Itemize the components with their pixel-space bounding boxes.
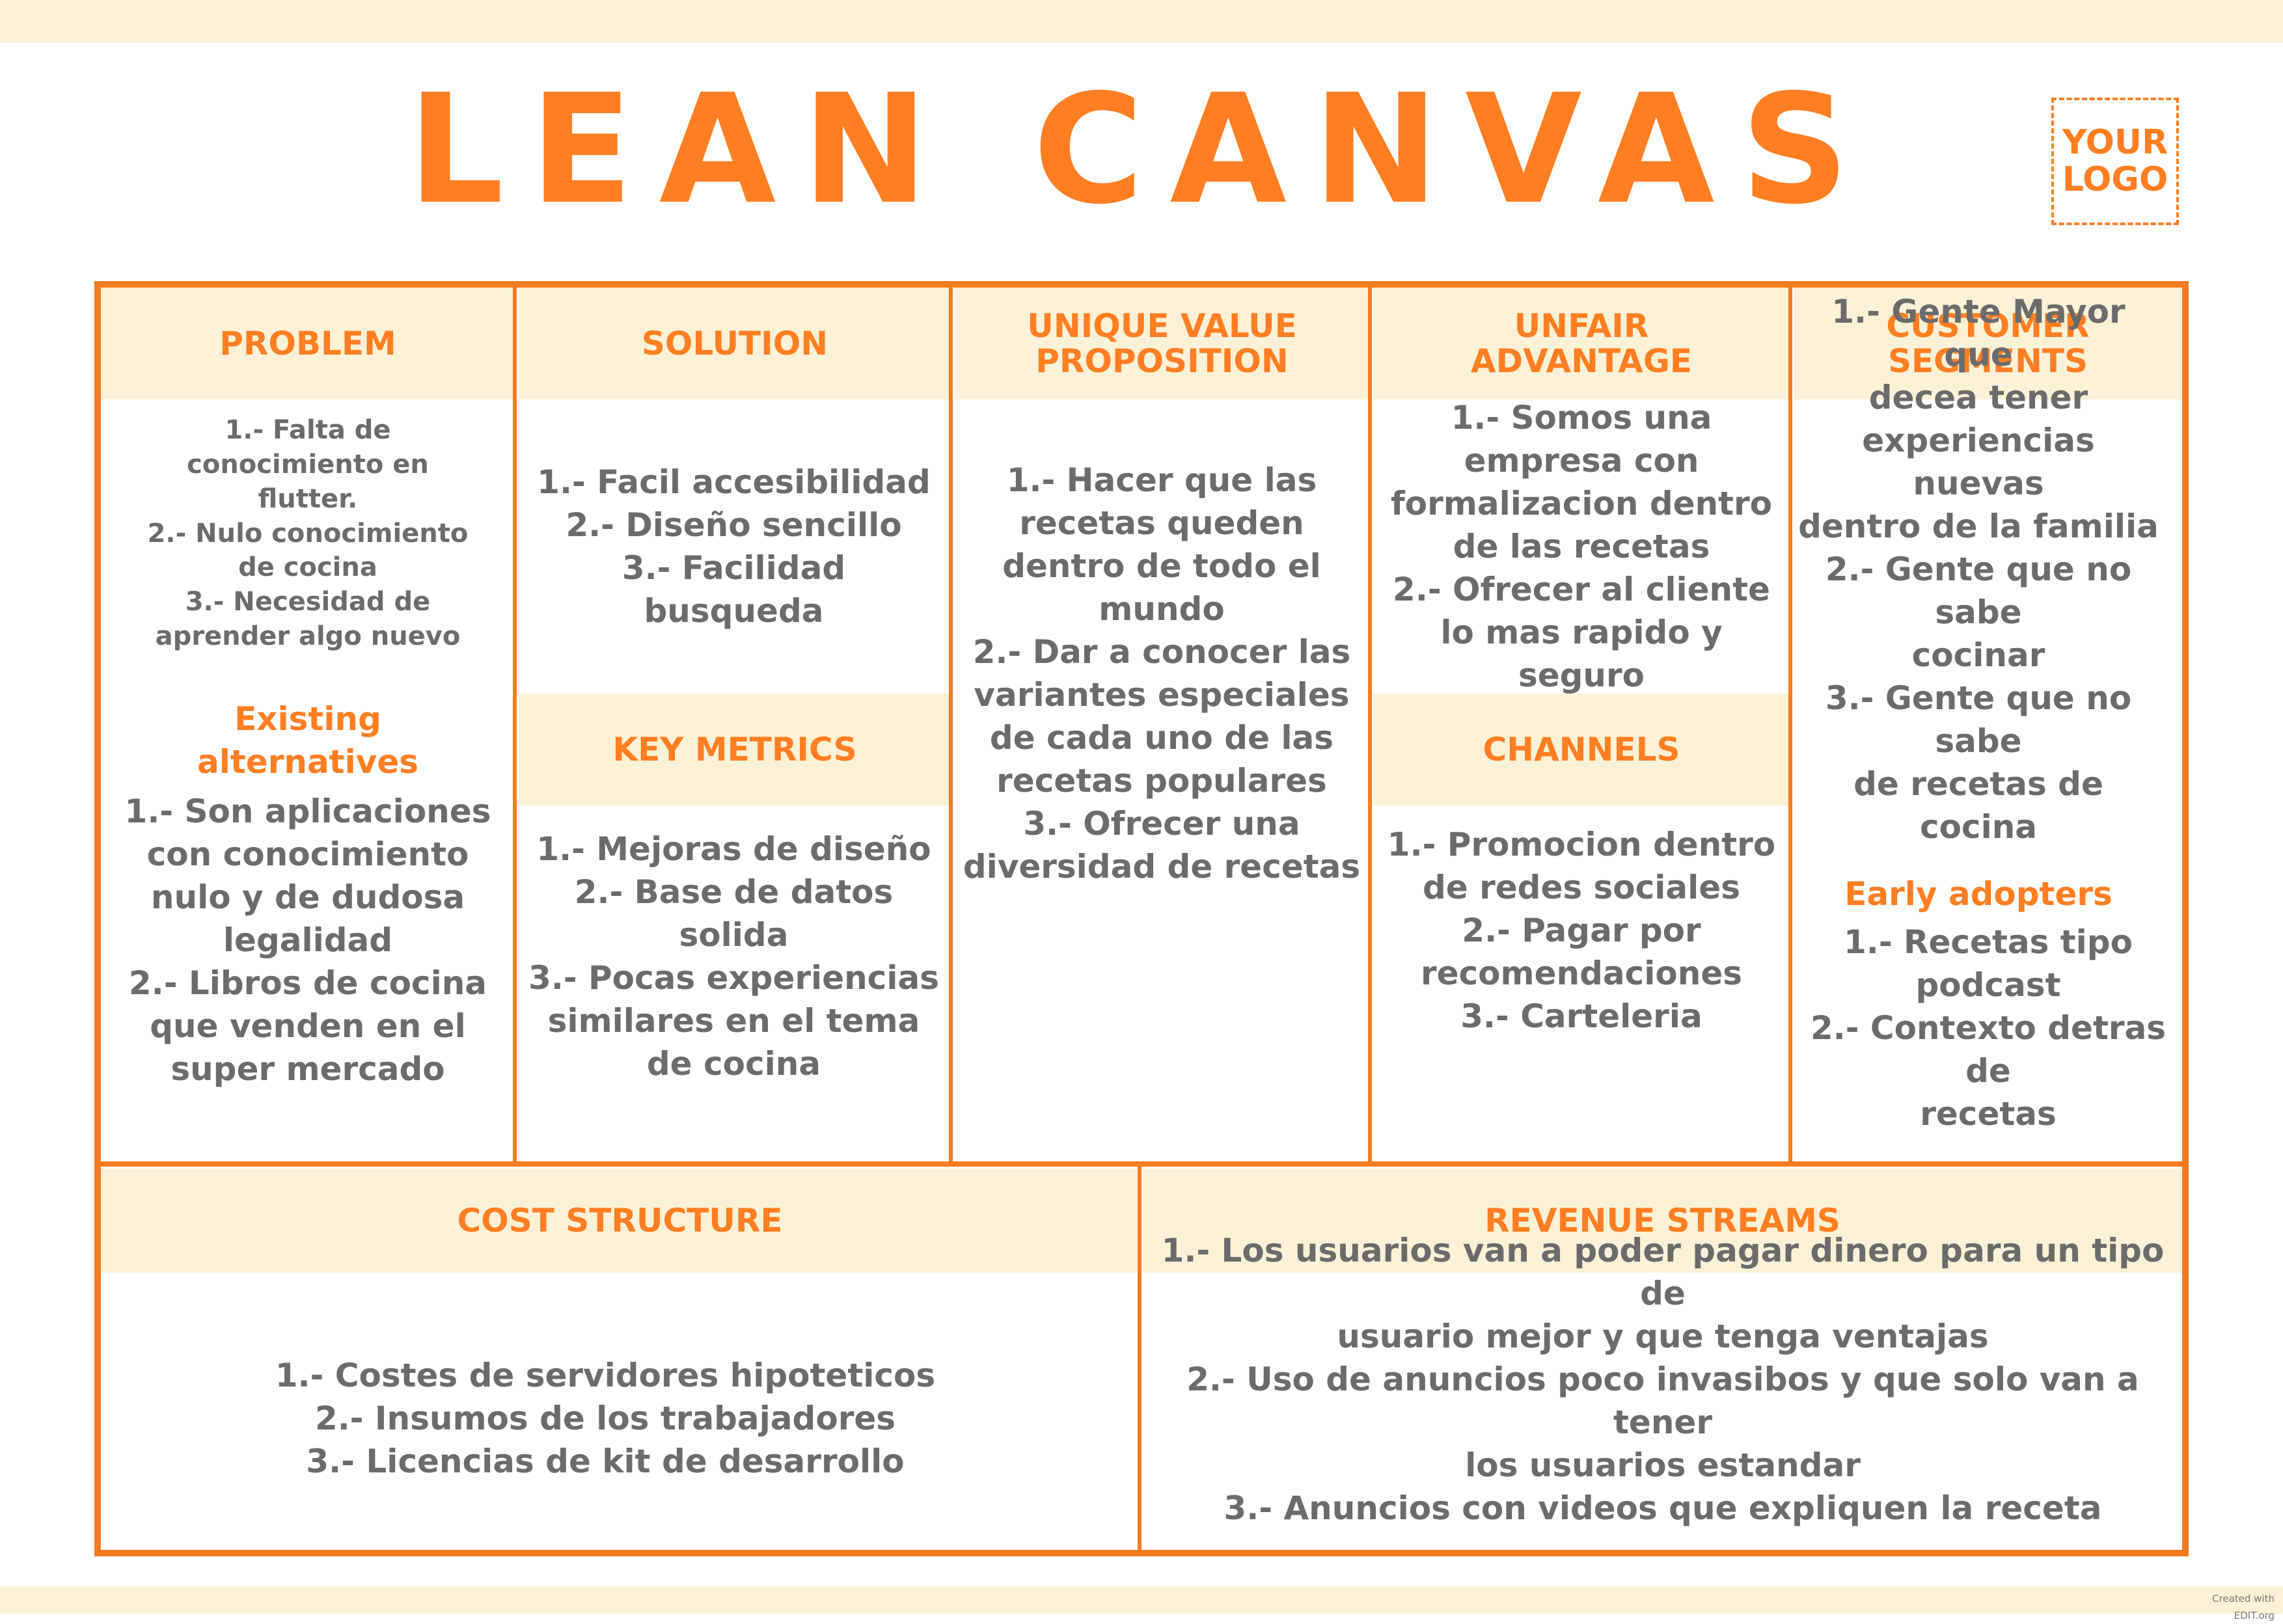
cost-structure-heading: COST STRUCTURE [101,1169,1139,1273]
top-band [0,0,2283,43]
divider-cost-revenue [1138,1165,1142,1550]
revenue-streams-heading: REVENUE STREAMS [1143,1169,2182,1273]
unfair-advantage-heading: UNFAIR ADVANTAGE [1373,288,1790,399]
early-adopters-heading: Early adopters [1844,875,2112,913]
existing-alternatives-list: 1.- Son aplicaciones con conocimiento nu… [124,792,491,1088]
divider-advantage-segments [1788,288,1792,1166]
credit-text: Created with EDIT.org [2212,1593,2275,1621]
unfair-advantage-list: 1.- Somos una empresa con formalizacion … [1390,399,1773,694]
divider-uvp-advantage [1368,288,1372,1166]
key-metrics-list: 1.- Mejoras de diseño 2.- Base de datos … [528,830,939,1083]
divider-top-bottom [101,1161,2182,1167]
solution-list: 1.- Facil accesibilidad 2.- Diseño senci… [537,463,931,630]
divider-problem-solution [513,288,517,1166]
problem-list: 1.- Falta de conocimiento en flutter. 2.… [147,415,469,651]
existing-alternatives-heading: Existing alternatives [197,700,418,781]
logo-line-2: LOGO [2062,160,2168,199]
uvp-list: 1.- Hacer que las recetas queden dentro … [963,461,1361,886]
solution-heading: SOLUTION [519,288,951,399]
logo-placeholder: YOUR LOGO [2051,98,2179,225]
uvp-heading: UNIQUE VALUE PROPOSITION [955,288,1369,399]
customer-segments-heading: CUSTOMER SEGMENTS [1794,288,2182,399]
page-title: LEAN CANVAS [407,62,1876,237]
bottom-band [0,1586,2283,1614]
channels-heading: CHANNELS [1373,694,1790,805]
key-metrics-heading: KEY METRICS [519,694,951,805]
canvas-frame [94,281,2189,1556]
channels-list: 1.- Promocion dentro de redes sociales 2… [1387,826,1776,1035]
cost-structure-list: 1.- Costes de servidores hipoteticos 2.-… [275,1357,936,1480]
logo-line-1: YOUR [2062,122,2168,162]
problem-heading: PROBLEM [101,288,515,399]
divider-solution-uvp [949,288,953,1166]
